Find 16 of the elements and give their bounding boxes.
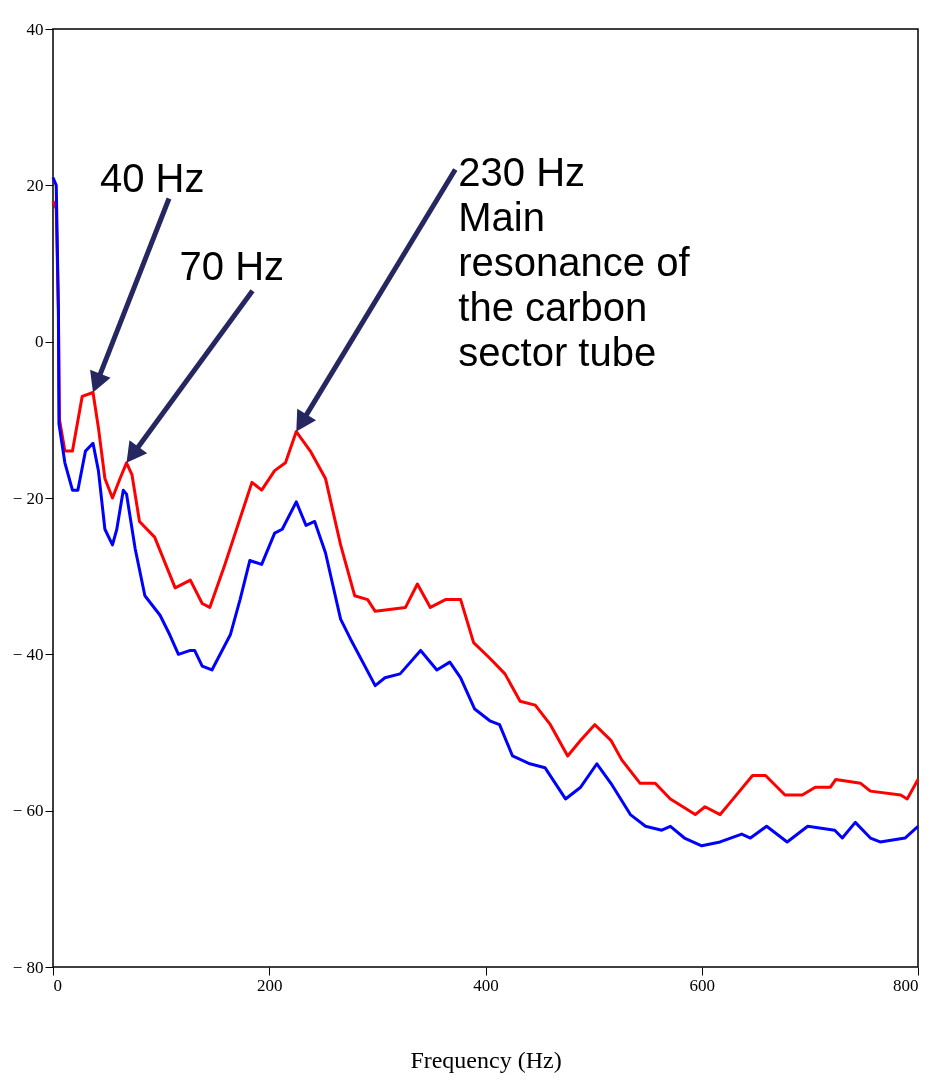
y-tick-label: 0 (35, 332, 44, 352)
y-tick-label: − 20 (12, 488, 44, 508)
x-tick-label: 400 (473, 975, 499, 995)
y-tick-label: 40 (26, 19, 44, 39)
y-tick-label: − 60 (12, 801, 44, 821)
x-tick-label: 0 (53, 975, 62, 995)
x-tick-label: 200 (257, 975, 283, 995)
x-tick-label: 600 (689, 975, 715, 995)
x-axis-title: Frequency (Hz) (410, 1046, 562, 1073)
annotation: 70 Hz (179, 243, 285, 288)
y-tick-label: − 40 (12, 644, 44, 664)
x-tick-label: 800 (893, 975, 919, 995)
y-tick-label: 20 (26, 175, 44, 195)
y-tick-label: − 80 (12, 957, 44, 977)
annotation: 230 Hz Main resonance of the carbon sector tube (458, 149, 691, 374)
annotation: 40 Hz (100, 156, 205, 201)
